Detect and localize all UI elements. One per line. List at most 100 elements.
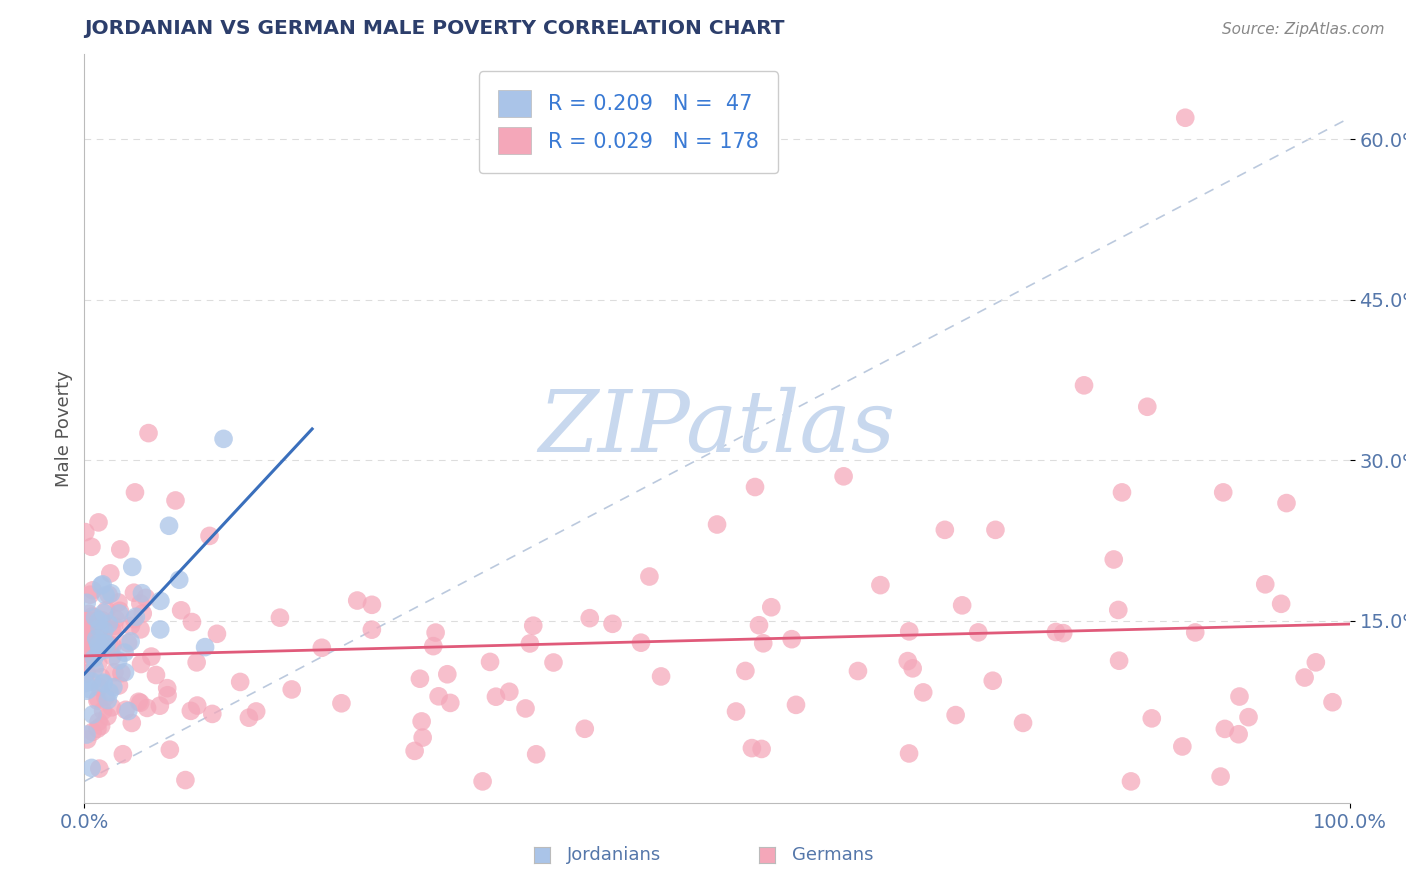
Point bbox=[412, 731, 434, 745]
Point bbox=[194, 640, 217, 654]
Point bbox=[82, 634, 104, 648]
Point bbox=[411, 714, 433, 729]
Point bbox=[90, 719, 112, 733]
Point bbox=[630, 636, 652, 650]
Point bbox=[84, 610, 107, 624]
Point bbox=[77, 632, 100, 646]
Point bbox=[93, 675, 115, 690]
Point bbox=[1140, 711, 1163, 725]
Point bbox=[121, 715, 143, 730]
Point bbox=[1227, 727, 1250, 741]
Point bbox=[1322, 695, 1344, 709]
Point bbox=[110, 542, 132, 557]
Point bbox=[132, 607, 155, 621]
Point bbox=[107, 595, 129, 609]
Point bbox=[229, 675, 252, 690]
Point bbox=[120, 619, 142, 633]
Point bbox=[524, 747, 547, 762]
Point bbox=[170, 603, 193, 617]
Point bbox=[103, 619, 125, 633]
Point bbox=[104, 612, 127, 626]
Point bbox=[761, 600, 783, 615]
Point bbox=[89, 629, 111, 643]
Point bbox=[129, 696, 152, 710]
Point bbox=[471, 774, 494, 789]
Point bbox=[724, 705, 747, 719]
Point bbox=[945, 708, 967, 723]
Text: Germans: Germans bbox=[792, 847, 873, 864]
Point bbox=[832, 469, 855, 483]
Point bbox=[80, 674, 103, 689]
Point bbox=[91, 704, 114, 718]
Point bbox=[96, 642, 118, 657]
Point bbox=[330, 696, 353, 710]
Point bbox=[75, 525, 97, 540]
Point bbox=[361, 598, 384, 612]
Point bbox=[901, 661, 924, 675]
Point bbox=[117, 636, 139, 650]
Point bbox=[79, 650, 101, 665]
Point bbox=[80, 540, 103, 554]
Point bbox=[181, 615, 204, 629]
Point bbox=[439, 696, 461, 710]
Point bbox=[86, 694, 108, 708]
Point bbox=[201, 706, 224, 721]
Point bbox=[706, 517, 728, 532]
Point bbox=[167, 573, 190, 587]
Point bbox=[73, 621, 96, 635]
Point bbox=[108, 607, 131, 621]
Point bbox=[110, 666, 132, 681]
Point bbox=[76, 613, 98, 627]
Point bbox=[122, 612, 145, 626]
Point bbox=[80, 761, 103, 775]
Point bbox=[425, 625, 447, 640]
Point bbox=[80, 631, 103, 645]
Point bbox=[87, 636, 110, 650]
Point bbox=[82, 621, 104, 635]
Point bbox=[129, 623, 152, 637]
Point bbox=[1108, 654, 1130, 668]
Point bbox=[76, 665, 98, 680]
Point bbox=[967, 625, 990, 640]
Point bbox=[1174, 111, 1197, 125]
Point bbox=[1184, 625, 1206, 640]
Point bbox=[898, 624, 921, 639]
Point bbox=[149, 698, 172, 713]
Point bbox=[77, 681, 100, 696]
Point bbox=[1102, 552, 1125, 566]
Point bbox=[785, 698, 807, 712]
Point bbox=[136, 701, 159, 715]
Point bbox=[98, 566, 121, 581]
Point bbox=[103, 680, 125, 694]
Point bbox=[427, 690, 450, 704]
Point bbox=[1052, 626, 1074, 640]
Point bbox=[129, 657, 152, 671]
Text: Jordanians: Jordanians bbox=[567, 847, 661, 864]
Point bbox=[121, 560, 143, 574]
Point bbox=[76, 647, 98, 661]
Point bbox=[543, 656, 565, 670]
Point bbox=[409, 672, 432, 686]
Point bbox=[100, 700, 122, 714]
Point bbox=[157, 518, 180, 533]
Point bbox=[1107, 603, 1129, 617]
Point bbox=[89, 762, 111, 776]
Point bbox=[77, 614, 100, 628]
Point bbox=[89, 680, 111, 694]
Point bbox=[96, 637, 118, 651]
Point bbox=[122, 585, 145, 599]
Point bbox=[117, 704, 139, 718]
Point bbox=[1237, 710, 1260, 724]
Point bbox=[103, 665, 125, 680]
Point bbox=[741, 741, 763, 756]
Point bbox=[1111, 485, 1133, 500]
Point bbox=[360, 623, 382, 637]
Point bbox=[90, 578, 112, 592]
Point bbox=[898, 747, 921, 761]
Point bbox=[82, 609, 104, 624]
Point bbox=[180, 704, 202, 718]
Point bbox=[96, 709, 118, 723]
Point bbox=[156, 688, 179, 702]
Point bbox=[245, 705, 267, 719]
Point bbox=[84, 632, 107, 646]
